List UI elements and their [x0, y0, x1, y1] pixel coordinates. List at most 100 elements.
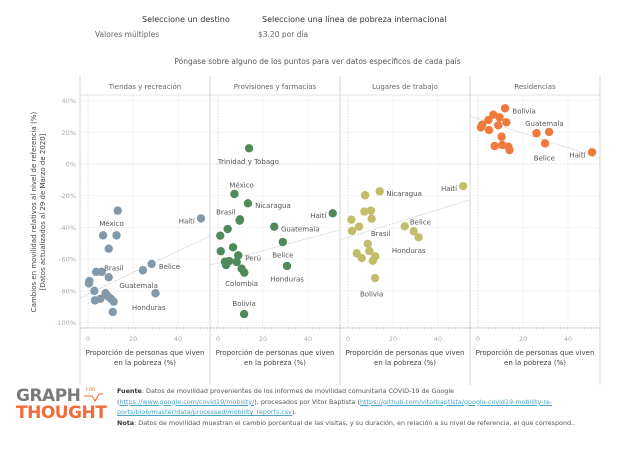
data-point[interactable]	[357, 253, 366, 263]
y-tick-label: -20%	[59, 192, 76, 200]
data-point[interactable]	[370, 273, 380, 283]
country-label: Bolivia	[512, 107, 535, 115]
country-label: Belice	[410, 218, 431, 226]
data-point[interactable]	[354, 222, 364, 231]
data-point[interactable]	[347, 215, 356, 224]
data-point[interactable]	[459, 181, 468, 191]
panel-title: Residencias	[514, 83, 556, 91]
data-point[interactable]	[540, 139, 550, 148]
data-point[interactable]	[367, 214, 376, 223]
country-label: México	[99, 220, 123, 228]
data-point[interactable]	[328, 209, 337, 218]
x-tick-label: 20	[389, 335, 397, 343]
footer-source-note: Fuente: Datos de movilidad provenientes …	[117, 386, 627, 428]
data-point[interactable]	[494, 121, 503, 130]
data-point[interactable]	[196, 214, 206, 223]
data-point[interactable]	[151, 289, 160, 298]
data-point[interactable]	[400, 222, 409, 231]
x-tick-label: 20	[129, 335, 137, 343]
data-point[interactable]	[147, 259, 156, 269]
data-point[interactable]	[240, 268, 249, 277]
data-point[interactable]	[230, 189, 239, 199]
panel-provisiones-y-farmacias: Provisiones y farmacias 0 20 40 Proporción d…	[209, 76, 341, 385]
hover-hint: Póngase sobre alguno de los puntos para …	[174, 57, 461, 66]
data-point[interactable]	[505, 145, 514, 155]
data-point[interactable]	[235, 216, 244, 225]
data-point[interactable]	[138, 266, 148, 275]
filter-destino[interactable]: Seleccione un destino Valores múltiples	[95, 15, 230, 39]
note-line: Nota: Datos de movilidad muestran el cam…	[117, 418, 627, 429]
data-point[interactable]	[228, 243, 238, 252]
data-point[interactable]	[484, 125, 494, 135]
x-axis-title-line-1: Proporción de personas que viven	[476, 349, 595, 357]
google-mobility-link[interactable]: https://www.google.com/covid19/mobility/	[119, 397, 255, 406]
data-point[interactable]	[414, 233, 423, 242]
country-label: Nicaragua	[386, 190, 422, 198]
data-point[interactable]	[90, 296, 100, 305]
data-point[interactable]	[97, 267, 106, 277]
data-point[interactable]	[104, 244, 113, 253]
scatter-chart: Cambios en movilidad relativos al nivel …	[30, 76, 601, 385]
graph-for-thought-logo: GRAPH FOR THOUGHT	[16, 387, 112, 427]
data-point[interactable]	[587, 148, 597, 157]
data-point[interactable]	[234, 251, 243, 260]
y-tick-label: -40%	[59, 224, 76, 232]
data-point[interactable]	[490, 141, 499, 151]
data-point[interactable]	[223, 224, 232, 234]
filter-pobreza-title: Seleccione una línea de pobreza internac…	[262, 15, 447, 24]
data-point[interactable]	[365, 246, 374, 256]
data-point[interactable]	[216, 247, 225, 256]
filter-pobreza[interactable]: Seleccione una línea de pobreza internac…	[258, 15, 447, 39]
data-point[interactable]	[216, 231, 225, 240]
country-label: Brasil	[104, 264, 124, 272]
data-point[interactable]	[502, 118, 511, 127]
github-link-part-1[interactable]: https://github.com/vitorbaptista/google-…	[359, 397, 553, 406]
data-point[interactable]	[409, 227, 418, 236]
data-point[interactable]	[108, 307, 117, 317]
data-point[interactable]	[495, 113, 504, 122]
data-point[interactable]	[232, 257, 241, 267]
data-point[interactable]	[360, 191, 370, 200]
data-point[interactable]	[500, 104, 510, 113]
data-point[interactable]	[104, 273, 113, 282]
x-tick-label: 0	[476, 335, 480, 343]
data-point[interactable]	[270, 222, 279, 231]
data-point[interactable]	[113, 206, 122, 215]
data-point[interactable]	[544, 127, 554, 137]
data-point[interactable]	[239, 309, 249, 319]
data-point[interactable]	[360, 207, 369, 216]
data-point[interactable]	[84, 279, 94, 288]
filter-destino-value[interactable]: Valores múltiples	[95, 30, 160, 39]
github-link-part-2[interactable]: ports/blob/master/data/processed/mobilit…	[117, 408, 292, 416]
data-point[interactable]	[366, 206, 376, 215]
data-point[interactable]	[497, 132, 506, 141]
data-point[interactable]	[476, 123, 486, 132]
country-label: Haití	[179, 217, 196, 225]
data-point[interactable]	[90, 286, 99, 296]
data-point[interactable]	[243, 199, 253, 208]
data-point[interactable]	[282, 261, 292, 271]
x-tick-label: 0	[86, 335, 90, 343]
data-point[interactable]	[109, 297, 118, 306]
country-label: Trinidad y Tobago	[217, 158, 279, 166]
data-point[interactable]	[368, 256, 377, 265]
filter-pobreza-value[interactable]: $3.20 por día	[258, 30, 309, 39]
country-label: Bolivia	[232, 300, 255, 308]
data-point[interactable]	[375, 187, 384, 196]
data-point[interactable]	[278, 237, 287, 247]
data-point[interactable]	[347, 226, 357, 236]
data-point[interactable]	[112, 231, 121, 240]
data-point[interactable]	[244, 144, 254, 153]
source-line-2: (https://www.google.com/covid19/mobility…	[117, 397, 553, 406]
data-point[interactable]	[484, 115, 493, 125]
data-point[interactable]	[363, 239, 372, 248]
country-label: Honduras	[132, 304, 166, 312]
panel-title: Provisiones y farmacias	[234, 83, 317, 91]
panel-tiendas-y-recreación: Tiendas y recreación 0 20 40 Proporción de p…	[79, 76, 211, 385]
data-point[interactable]	[221, 260, 231, 270]
y-axis-title-line-1: Cambios en movilidad relativos al nivel …	[30, 112, 38, 313]
country-label: Honduras	[270, 275, 304, 283]
data-point[interactable]	[489, 110, 498, 119]
data-point[interactable]	[532, 129, 541, 138]
data-point[interactable]	[98, 231, 108, 240]
